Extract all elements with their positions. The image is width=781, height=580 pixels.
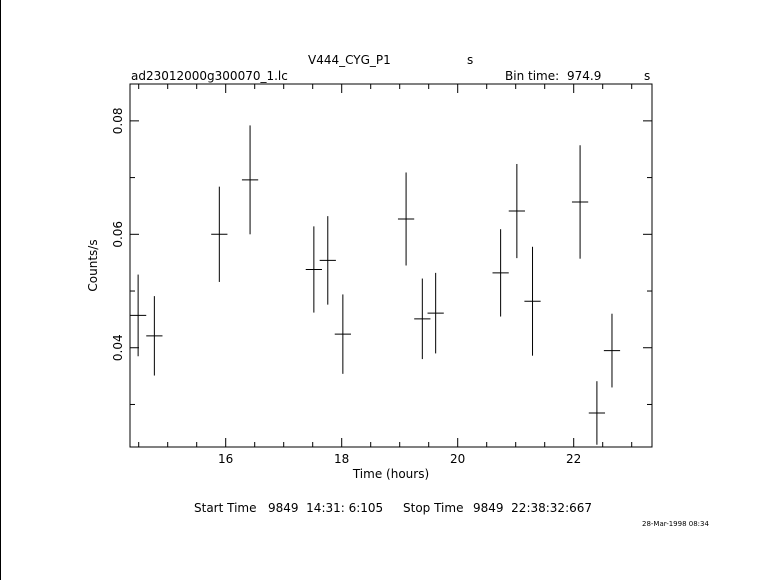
y-axis-label: Counts/s	[86, 239, 100, 291]
axis-ticks: 16 18 20 22 0.04 0.06 0.08	[111, 84, 652, 466]
x-tick-label: 20	[450, 452, 465, 466]
data-point	[146, 296, 163, 376]
x-axis-label: Time (hours)	[352, 467, 429, 481]
x-tick-label: 18	[334, 452, 349, 466]
data-point	[397, 172, 415, 266]
data-point	[305, 226, 322, 313]
data-point	[130, 274, 147, 357]
data-point	[588, 381, 606, 445]
x-tick-label: 16	[218, 452, 233, 466]
start-time-label: Start Time	[194, 501, 257, 515]
x-tick-label: 22	[566, 452, 581, 466]
bin-time-unit: s	[644, 69, 651, 83]
data-point	[319, 216, 336, 305]
plot-frame	[129, 83, 653, 448]
data-point	[603, 313, 621, 388]
plot-title: V444_CYG_P1	[308, 53, 391, 67]
stop-time-value: 9849 22:38:32:667	[473, 501, 593, 515]
date-stamp: 28-Mar-1998 08:34	[642, 520, 709, 528]
data-point	[334, 294, 351, 374]
y-tick-label: 0.08	[111, 108, 125, 135]
stop-time-label: Stop Time	[403, 501, 464, 515]
left-border-line	[0, 0, 1, 580]
data-point	[492, 229, 509, 317]
data-point	[427, 272, 444, 354]
data-point	[571, 145, 589, 259]
data-point	[524, 246, 541, 356]
start-time-value: 9849 14:31: 6:105	[268, 501, 384, 515]
data-points	[130, 125, 621, 445]
data-point	[414, 278, 431, 360]
data-point	[211, 186, 228, 282]
bin-time-value: 974.9	[567, 69, 602, 83]
data-point	[508, 163, 525, 259]
bin-time-label: Bin time:	[505, 69, 560, 83]
data-point	[241, 125, 259, 235]
file-name: ad23012000g300070_1.lc	[131, 69, 288, 83]
y-tick-label: 0.06	[111, 221, 125, 248]
title-unit: s	[467, 53, 474, 67]
y-tick-label: 0.04	[111, 334, 125, 361]
